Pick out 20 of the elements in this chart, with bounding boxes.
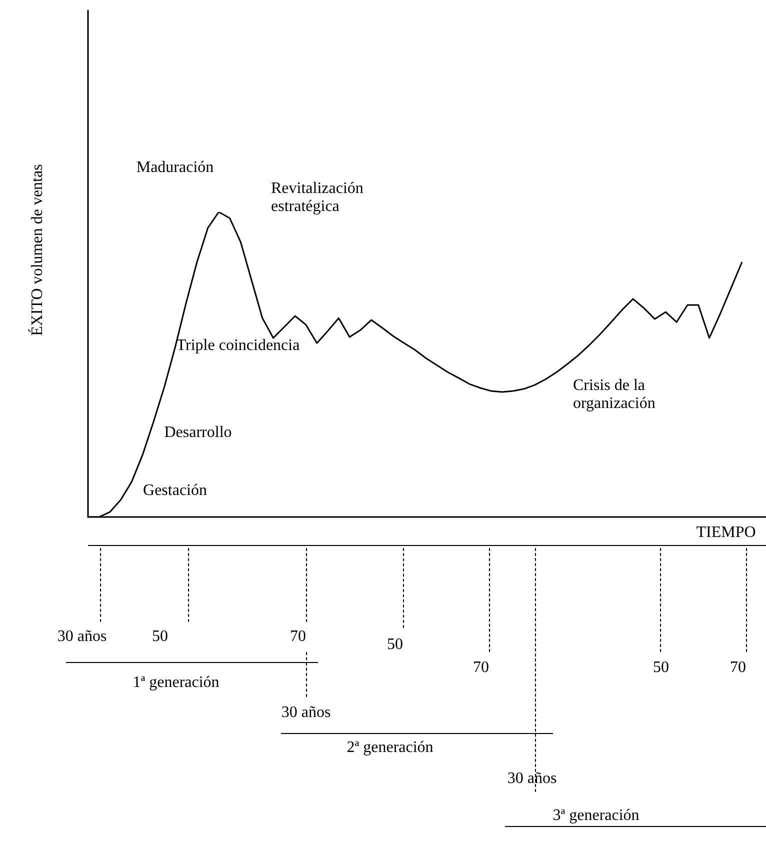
text: 70 [730, 659, 746, 677]
x-axis-title: TIEMPO [696, 524, 756, 542]
text: 50 [152, 628, 168, 646]
text: 50 [653, 659, 669, 677]
annotation: Triple coincidencia [176, 337, 300, 355]
text: 50 [387, 636, 403, 654]
y-axis-title: ÉXITO volumen de ventas [29, 164, 47, 336]
text: 30 años [507, 770, 557, 788]
text: Maduración [136, 159, 214, 177]
text: 70 [473, 659, 489, 677]
annotation: Desarrollo [164, 424, 232, 442]
text: 1ª generación [132, 674, 220, 692]
text: 30 años [281, 704, 331, 722]
text: 3ª generación [552, 807, 640, 825]
annotation: Gestación [143, 482, 207, 500]
text: 2ª generación [346, 739, 434, 757]
annotation: Revitalización estratégica [271, 180, 364, 216]
text: 30 años [57, 628, 107, 646]
text: 70 [290, 628, 306, 646]
annotation: Crisis de la organización [573, 377, 656, 413]
